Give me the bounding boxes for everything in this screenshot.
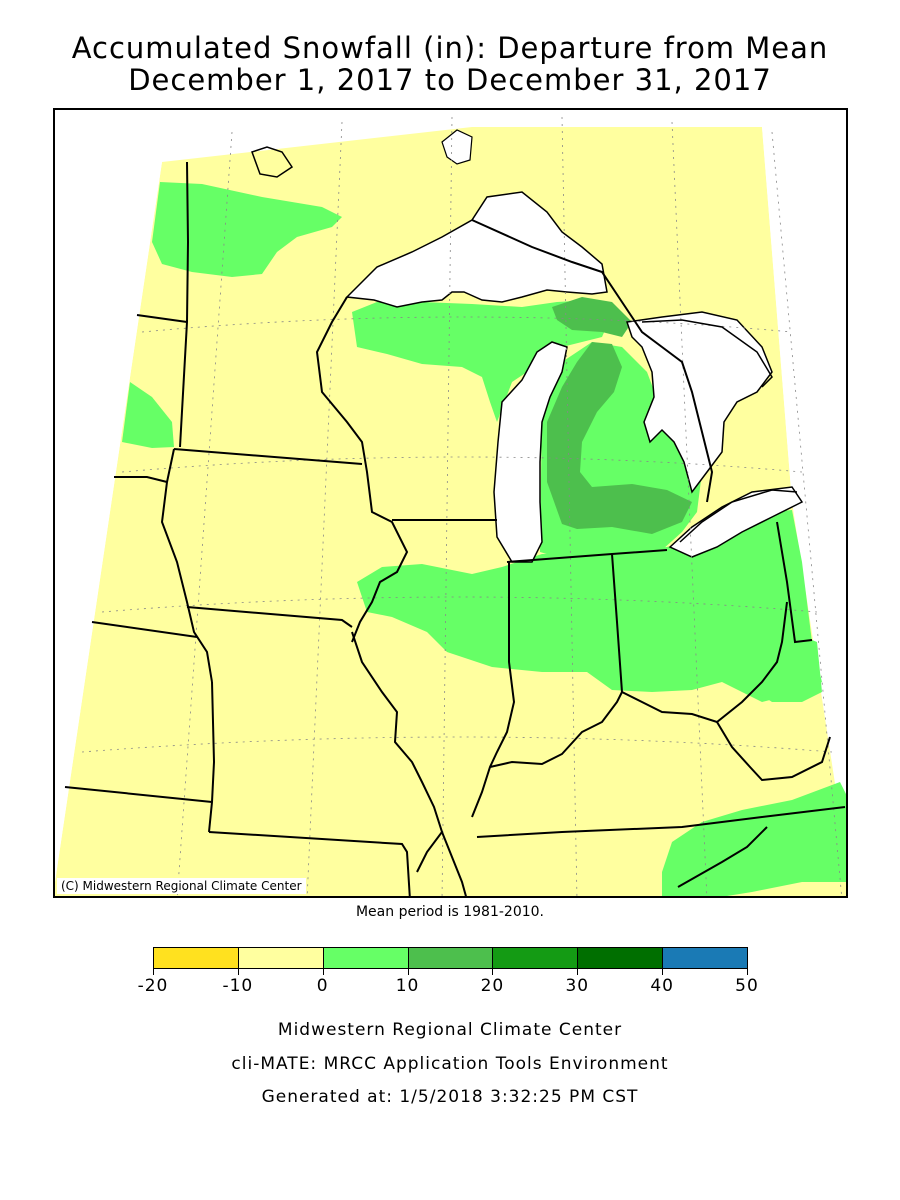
- legend-bin-40-to-50: [662, 947, 748, 969]
- legend-bin--20-to--10: [153, 947, 239, 969]
- border-sd-north: [136, 314, 188, 323]
- border-mississippi-south: [441, 831, 467, 896]
- border-ky-tn: [476, 806, 846, 838]
- legend-tick: [237, 969, 239, 975]
- border-in-ky: [489, 691, 623, 768]
- outside-domain-right: [742, 110, 846, 842]
- border-il-west: [351, 631, 444, 873]
- border-in-oh: [611, 553, 623, 693]
- lake-erie: [668, 486, 804, 558]
- legend-bin-10-to-20: [407, 947, 494, 969]
- legend-tick: [747, 969, 748, 975]
- border-mi-in-oh: [506, 549, 668, 563]
- legend-tick: [153, 969, 154, 975]
- border-nd-mn: [179, 161, 190, 448]
- snowfall-departure-map: [55, 110, 846, 896]
- legend-label: 50: [735, 976, 759, 996]
- legend-tick: [322, 969, 324, 975]
- legend-label: 20: [480, 976, 505, 996]
- border-pa-oh: [776, 521, 813, 644]
- legend-bin-20-to-30: [492, 947, 579, 969]
- border-ks-ne: [91, 621, 198, 638]
- footer-organization: Midwestern Regional Climate Center: [277, 1020, 623, 1040]
- shorelines: [251, 146, 798, 543]
- legend-bin-30-to-40: [577, 947, 664, 969]
- darker-green-region-up: [552, 297, 632, 337]
- color-legend: [153, 947, 748, 975]
- legend-bin-0-to-10: [322, 947, 409, 969]
- footer-generated-at: Generated at: 1/5/2018 3:32:25 PM CST: [261, 1087, 639, 1107]
- border-tn-va: [677, 826, 768, 888]
- border-oh-ky: [621, 601, 788, 724]
- legend-tick: [492, 969, 494, 975]
- legend-label: 40: [650, 976, 674, 996]
- border-il-in: [471, 562, 516, 818]
- green-region-indiana-ohio: [357, 510, 822, 702]
- legend-label: 0: [316, 976, 329, 996]
- map-title-line1: Accumulated Snowfall (in): Departure fro…: [71, 31, 829, 65]
- border-ia-west: [160, 448, 213, 683]
- legend-bin--10-to-0: [237, 947, 324, 969]
- green-region-east-edge: [757, 632, 822, 702]
- map-frame: (C) Midwestern Regional Climate Center: [53, 108, 848, 898]
- border-ne-north: [114, 476, 168, 483]
- lake-nipigon-area: [441, 129, 473, 165]
- green-region-west-edge: [122, 382, 174, 448]
- lake-huron: [626, 311, 773, 494]
- legend-label: 10: [395, 976, 420, 996]
- border-up-mi: [471, 219, 714, 503]
- legend-tick: [662, 969, 664, 975]
- border-mo-ar: [208, 831, 411, 896]
- graticule: [81, 116, 843, 896]
- darker-green-region-michigan: [547, 342, 692, 534]
- copyright-label: (C) Midwestern Regional Climate Center: [57, 878, 306, 894]
- green-region-north-minnesota: [152, 182, 342, 277]
- mean-period-note: Mean period is 1981-2010.: [355, 904, 545, 920]
- outside-domain-left: [55, 110, 162, 882]
- green-region-wisconsin-north: [352, 300, 612, 422]
- border-ia-mo: [186, 606, 353, 628]
- legend-label: 30: [565, 976, 590, 996]
- legend-tick: [407, 969, 409, 975]
- map-title-line2: December 1, 2017 to December 31, 2017: [128, 63, 772, 97]
- lake-michigan: [493, 341, 568, 563]
- legend-labels: -20 -10 0 10 20 30 40 50: [138, 976, 758, 998]
- footer-application: cli-MATE: MRCC Application Tools Environ…: [231, 1054, 669, 1074]
- legend-label: -10: [222, 976, 254, 996]
- legend-tick: [577, 969, 579, 975]
- border-mn-ia: [173, 448, 363, 465]
- border-ky-wv: [716, 721, 831, 782]
- border-ks-ok: [64, 786, 213, 803]
- border-mn-wi: [315, 296, 409, 643]
- state-borders: [64, 161, 846, 896]
- border-mo-west: [208, 681, 216, 833]
- legend-label: -20: [137, 976, 169, 996]
